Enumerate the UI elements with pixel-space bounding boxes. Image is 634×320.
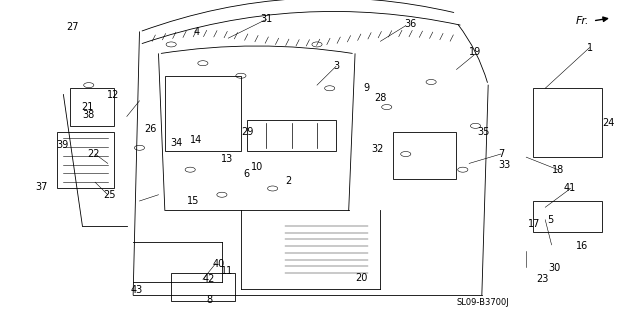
Text: 33: 33 [498, 160, 510, 170]
Text: 25: 25 [103, 190, 115, 200]
Text: 15: 15 [187, 196, 200, 206]
Text: 24: 24 [602, 118, 615, 128]
Text: 39: 39 [56, 140, 68, 150]
Text: 22: 22 [87, 149, 100, 159]
Text: 5: 5 [547, 215, 553, 225]
Text: 20: 20 [355, 273, 368, 283]
Text: 43: 43 [130, 285, 143, 295]
Text: 26: 26 [145, 124, 157, 134]
Text: 10: 10 [251, 162, 264, 172]
Text: 31: 31 [260, 14, 273, 24]
Text: 37: 37 [35, 182, 48, 192]
Text: 29: 29 [241, 127, 254, 137]
Text: 35: 35 [477, 127, 489, 137]
Text: 27: 27 [67, 22, 79, 32]
Text: 36: 36 [404, 19, 417, 29]
Text: SL09-B3700J: SL09-B3700J [456, 298, 509, 307]
Text: 30: 30 [548, 263, 561, 273]
Text: 32: 32 [371, 144, 384, 154]
Text: 19: 19 [469, 47, 482, 57]
Text: 28: 28 [374, 93, 387, 103]
Text: 42: 42 [203, 274, 216, 284]
Text: 38: 38 [82, 110, 95, 120]
Text: 3: 3 [333, 61, 339, 71]
Text: 11: 11 [221, 267, 233, 276]
Text: 18: 18 [552, 165, 564, 175]
Text: 12: 12 [107, 90, 119, 100]
Text: 21: 21 [81, 102, 94, 112]
Text: 17: 17 [528, 220, 541, 229]
Text: 2: 2 [285, 176, 292, 186]
Text: 23: 23 [536, 274, 549, 284]
Text: 4: 4 [193, 27, 200, 37]
Text: 6: 6 [243, 169, 249, 180]
Text: 9: 9 [363, 83, 370, 93]
Text: 34: 34 [170, 138, 183, 148]
Text: 40: 40 [212, 259, 225, 268]
Text: Fr.: Fr. [576, 16, 589, 26]
Text: 14: 14 [190, 135, 203, 145]
Text: 8: 8 [206, 295, 212, 305]
Text: 16: 16 [576, 241, 588, 252]
Text: 13: 13 [221, 154, 233, 164]
Text: 7: 7 [498, 149, 504, 159]
Text: 41: 41 [563, 183, 576, 194]
Text: 1: 1 [586, 43, 593, 52]
